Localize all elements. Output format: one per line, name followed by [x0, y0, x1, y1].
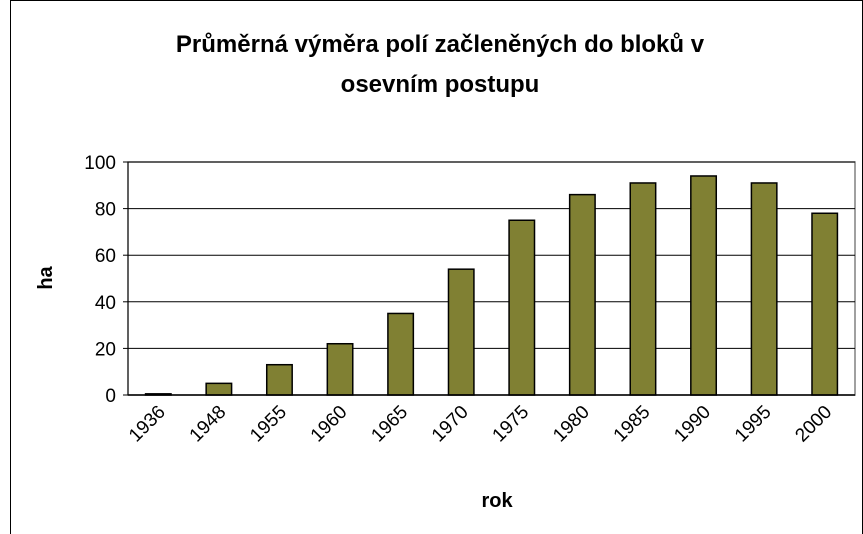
- bar: [265, 363, 293, 396]
- x-tick-label: 1995: [731, 402, 776, 447]
- x-tick-label: 1970: [428, 402, 473, 447]
- y-tick-label: 0: [105, 386, 116, 407]
- bar: [629, 182, 657, 396]
- bar: [326, 342, 354, 396]
- x-tick-label: 1960: [307, 402, 352, 447]
- y-tick-label: 60: [95, 246, 116, 267]
- bar: [568, 193, 596, 396]
- bar: [811, 212, 839, 396]
- x-tick-label: 1955: [246, 402, 291, 447]
- x-tick-label: 1936: [125, 402, 170, 447]
- x-tick-label: 1948: [186, 402, 231, 447]
- plot-area: [127, 161, 856, 396]
- bar: [205, 382, 233, 396]
- y-tick-label: 20: [95, 339, 116, 360]
- bar: [508, 219, 536, 396]
- bar: [750, 182, 778, 396]
- x-tick-label: 1965: [367, 402, 412, 447]
- y-axis-title: ha: [35, 265, 57, 289]
- x-tick-label: 1985: [610, 402, 655, 447]
- x-tick-label: 1975: [489, 402, 534, 447]
- bar: [447, 268, 475, 396]
- x-axis-title: rok: [481, 490, 513, 512]
- x-tick-label: 1990: [670, 402, 715, 447]
- y-tick-label: 80: [95, 200, 116, 221]
- y-tick-label: 100: [84, 153, 116, 174]
- bar: [387, 312, 415, 396]
- bar: [690, 175, 718, 396]
- x-tick-label: 2000: [791, 402, 836, 447]
- chart-title: osevním postupu: [341, 71, 540, 98]
- x-tick-label: 1980: [549, 402, 594, 447]
- y-tick-label: 40: [95, 293, 116, 314]
- chart-title: Průměrná výměra polí začleněných do blok…: [176, 31, 705, 58]
